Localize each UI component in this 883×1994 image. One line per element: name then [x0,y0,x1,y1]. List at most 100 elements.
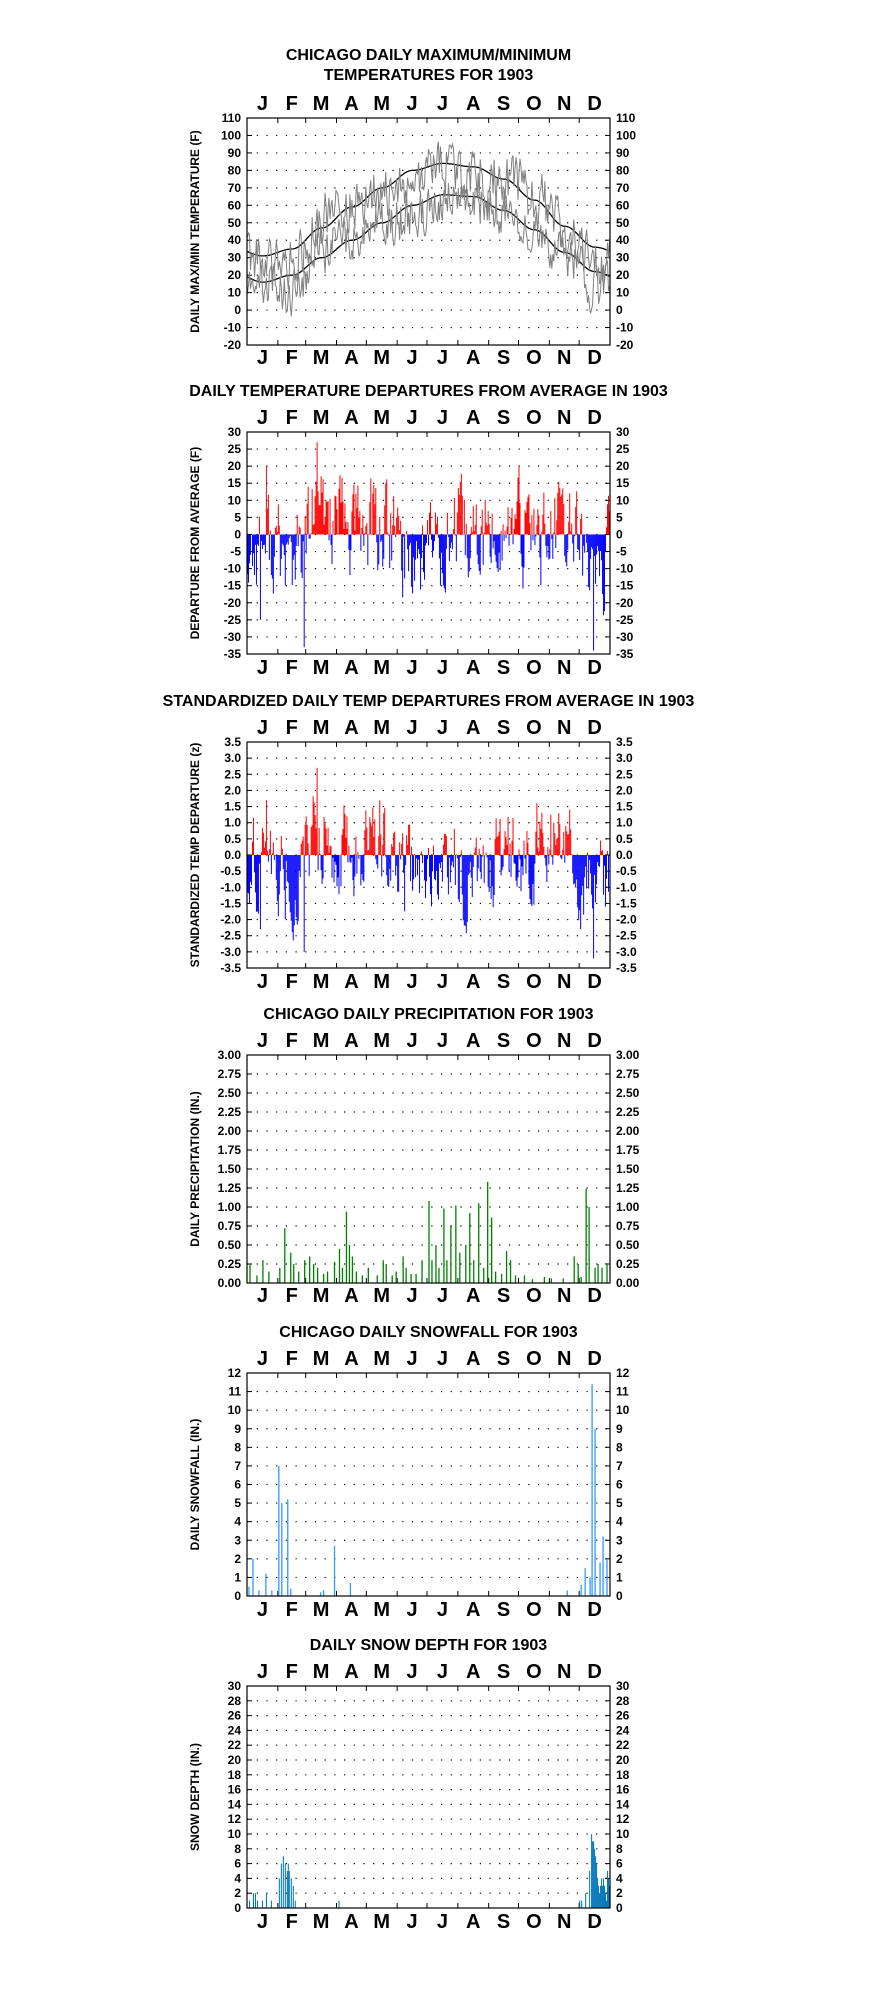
departure-bar [411,534,412,586]
y-tick-label-right: 90 [616,146,630,160]
snow-depth-bar [289,1871,290,1908]
departure-bar [471,855,472,878]
month-label-bottom: J [257,657,268,679]
departure-bar [485,500,486,535]
departure-bar [355,837,356,855]
departure-bar [593,534,594,650]
departure-bar [525,855,526,874]
departure-bar [304,855,305,952]
departure-bar [310,534,311,538]
departure-bar [580,519,581,534]
departure-bar [397,508,398,535]
chart-title-departures-0: DAILY TEMPERATURE DEPARTURES FROM AVERAG… [189,383,668,400]
y-tick-label-left: 0.25 [218,1257,242,1271]
month-label-bottom: J [437,971,448,993]
departure-bar [566,534,567,566]
departure-bar [527,497,528,535]
departure-bar [360,855,361,885]
y-tick-label-right: 3.0 [616,751,633,765]
departure-bar [489,855,490,892]
y-tick-label-right: 0.50 [616,1238,640,1252]
departure-bar [487,855,488,858]
departure-bar [470,855,471,862]
y-tick-label-left: 1.50 [218,1162,242,1176]
departure-bar [332,855,333,878]
y-tick-label-right: 5 [616,510,623,524]
departure-bar [474,853,475,855]
y-tick-label-right: 12 [616,1366,630,1380]
departure-bar [387,532,388,534]
departure-bar [407,845,408,855]
departure-bar [451,855,452,866]
departure-bar [305,516,306,534]
departure-bar [394,526,395,535]
y-tick-label-left: 10 [228,1827,242,1841]
departure-bar [463,855,464,920]
y-tick-label-left: 20 [228,459,242,473]
departure-bar [602,534,603,594]
departure-bar [574,534,575,536]
departure-bar [606,527,607,534]
month-label-bottom: J [437,1911,448,1933]
departure-bar [601,851,602,855]
departure-bar [404,534,405,578]
month-label-top: N [557,1348,571,1370]
departure-bar [419,855,420,893]
month-label-top: F [286,717,298,739]
departure-bar [254,534,255,575]
departure-bar [566,831,567,855]
departure-bar [302,534,303,578]
y-tick-label-left: 3.0 [224,751,241,765]
y-tick-label-left: 10 [228,1403,242,1417]
departure-bar [391,534,392,560]
month-label-bottom: J [257,1285,268,1307]
departure-bar [453,855,454,867]
y-tick-label-right: 1.0 [616,816,633,830]
departure-bar [474,531,475,535]
departure-bar [583,855,584,915]
departure-bar [532,534,533,540]
y-tick-label-left: 10 [228,286,242,300]
departure-bar [534,855,535,864]
month-label-top: J [407,717,418,739]
departure-bar [419,534,420,553]
month-label-bottom: N [557,1599,571,1621]
departure-bar [371,826,372,855]
departure-bar [326,501,327,535]
departure-bar [543,493,544,535]
departure-bar [282,534,283,543]
departure-bar [447,513,448,535]
departure-bar [330,499,331,535]
departure-bar [542,515,543,535]
departure-bar [587,853,588,855]
departure-bar [348,534,349,549]
departure-bar [308,487,309,535]
departure-bar [295,534,296,579]
month-label-top: A [466,93,480,115]
month-label-bottom: O [526,1911,542,1933]
y-tick-label-left: 3.00 [218,1048,242,1062]
departure-bar [255,855,256,892]
departure-bar [504,534,505,540]
month-label-top: M [313,1348,330,1370]
departure-bar [454,498,455,534]
month-label-top: N [557,1661,571,1683]
departure-bar [430,855,431,894]
departure-bar [524,855,525,858]
departure-bar [342,501,343,534]
departure-bar [322,855,323,884]
departure-bar [380,534,381,542]
departure-bar [446,836,447,855]
departure-bar [350,534,351,550]
departure-bar [269,849,270,855]
month-label-top: D [587,1661,601,1683]
departure-bar [427,855,428,859]
departure-bar [378,534,379,564]
departure-bar [329,534,330,540]
departure-bar [376,855,377,864]
month-label-bottom: S [497,1911,510,1933]
departure-bar [365,810,366,855]
departure-bar [361,855,362,874]
y-tick-label-right: 2.00 [616,1124,640,1138]
month-label-top: M [313,1030,330,1052]
